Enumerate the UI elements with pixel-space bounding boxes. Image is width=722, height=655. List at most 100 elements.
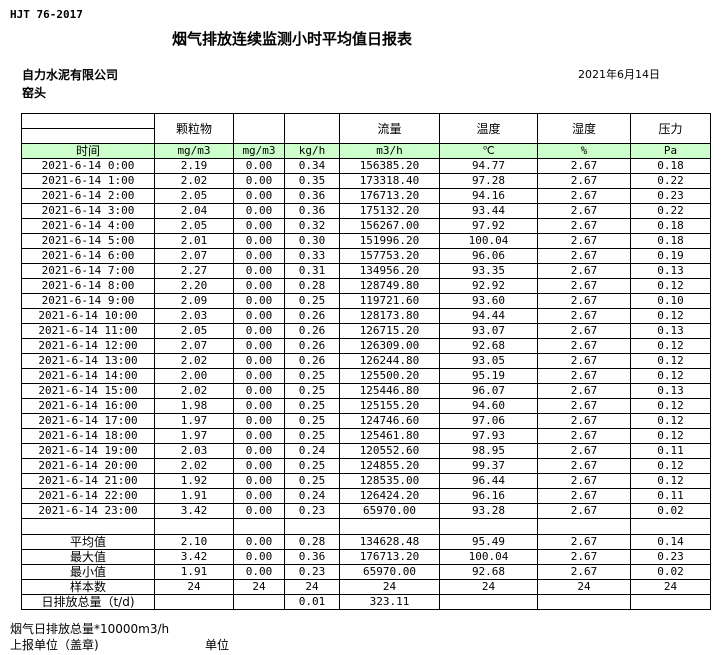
cell: 0.00 [233, 353, 285, 369]
cell: 128173.80 [339, 308, 440, 324]
cell: 2.67 [537, 503, 631, 519]
cell: 126309.00 [339, 338, 440, 354]
cell: 2021-6-14 20:00 [21, 458, 155, 474]
summary-row: 平均值 2.10 0.00 0.28 134628.48 95.49 2.67 0.14 [21, 534, 711, 550]
cell: 0.12 [630, 458, 711, 474]
table-row: 2021-6-14 17:00 1.97 0.00 0.25 124746.60 97.0… [21, 413, 711, 429]
cell: 2.67 [537, 308, 631, 324]
cell: 2021-6-14 21:00 [21, 473, 155, 489]
standard-code: HJT 76-2017 [10, 8, 83, 21]
table-row: 2021-6-14 11:00 2.05 0.00 0.26 126715.20 93.0… [21, 323, 711, 339]
cell [154, 594, 234, 610]
cell: 0.23 [284, 503, 340, 519]
cell: 125461.80 [339, 428, 440, 444]
cell: 0.25 [284, 473, 340, 489]
cell: 0.18 [630, 218, 711, 234]
location: 窑头 [22, 86, 47, 100]
cell: 2021-6-14 23:00 [21, 503, 155, 519]
cell: 97.06 [439, 413, 538, 429]
cell: 0.00 [233, 248, 285, 264]
cell: mg/m3 [233, 143, 285, 159]
table-row: 2021-6-14 15:00 2.02 0.00 0.25 125446.80 96.0… [21, 383, 711, 399]
cell: 126424.20 [339, 488, 440, 504]
cell: 2.27 [154, 263, 234, 279]
cell: 0.18 [630, 158, 711, 174]
cell: 0.00 [233, 549, 285, 565]
cell: 0.28 [284, 278, 340, 294]
cell [537, 594, 631, 610]
cell: 24 [439, 579, 538, 595]
cell: 95.49 [439, 534, 538, 550]
cell: 0.12 [630, 368, 711, 384]
cell: 0.22 [630, 203, 711, 219]
cell: 0.12 [630, 278, 711, 294]
cell: 125155.20 [339, 398, 440, 414]
cell: 156267.00 [339, 218, 440, 234]
cell: 2.67 [537, 458, 631, 474]
cell: 2.01 [154, 233, 234, 249]
cell: 65970.00 [339, 564, 440, 580]
cell: 时间 [21, 143, 155, 159]
cell: ℃ [439, 143, 538, 159]
cell: 压力 [630, 113, 711, 144]
table-row: 2021-6-14 22:00 1.91 0.00 0.24 126424.20 96.1… [21, 488, 711, 504]
table-row: 2021-6-14 2:00 2.05 0.00 0.36 176713.20 94.16… [21, 188, 711, 204]
cell: 0.22 [630, 173, 711, 189]
cell: 0.23 [284, 564, 340, 580]
cell: 0.13 [630, 383, 711, 399]
table-row: 2021-6-14 3:00 2.04 0.00 0.36 175132.20 93.44… [21, 203, 711, 219]
cell: 0.23 [630, 188, 711, 204]
cell: 176713.20 [339, 549, 440, 565]
cell: 92.68 [439, 338, 538, 354]
cell: 0.00 [233, 188, 285, 204]
cell: 0.00 [233, 203, 285, 219]
cell: 2021-6-14 17:00 [21, 413, 155, 429]
cell: 2.67 [537, 368, 631, 384]
cell: 2.67 [537, 293, 631, 309]
table-row: 2021-6-14 23:00 3.42 0.00 0.23 65970.00 93.28… [21, 503, 711, 519]
cell: 0.00 [233, 443, 285, 459]
cell: 97.93 [439, 428, 538, 444]
cell: 2.67 [537, 398, 631, 414]
cell: 65970.00 [339, 503, 440, 519]
cell: 323.11 [339, 594, 440, 610]
cell: 0.02 [630, 503, 711, 519]
cell: 97.28 [439, 173, 538, 189]
cell: 0.31 [284, 263, 340, 279]
company-name: 自力水泥有限公司 [22, 68, 119, 82]
reporting-unit-label: 上报单位（盖章) [10, 638, 99, 652]
cell: 2.05 [154, 323, 234, 339]
cell: 94.44 [439, 308, 538, 324]
cell: 2.04 [154, 203, 234, 219]
cell: 0.24 [284, 488, 340, 504]
table-row: 2021-6-14 19:00 2.03 0.00 0.24 120552.60 98.9… [21, 443, 711, 459]
cell: 0.00 [233, 338, 285, 354]
cell: 0.00 [233, 534, 285, 550]
cell: 0.23 [630, 549, 711, 565]
cell: 2.10 [154, 534, 234, 550]
cell: 93.44 [439, 203, 538, 219]
cell: 2021-6-14 22:00 [21, 488, 155, 504]
cell: 2021-6-14 1:00 [21, 173, 155, 189]
cell [339, 518, 440, 535]
cell: 2.67 [537, 203, 631, 219]
table-row: 2021-6-14 8:00 2.20 0.00 0.28 128749.80 92.92… [21, 278, 711, 294]
cell: 24 [284, 579, 340, 595]
cell: 96.44 [439, 473, 538, 489]
table-row: 2021-6-14 13:00 2.02 0.00 0.26 126244.80 93.0… [21, 353, 711, 369]
table-row: 2021-6-14 14:00 2.00 0.00 0.25 125500.20 95.1… [21, 368, 711, 384]
cell: 2021-6-14 12:00 [21, 338, 155, 354]
cell: 93.28 [439, 503, 538, 519]
cell: 0.18 [630, 233, 711, 249]
cell: 0.12 [630, 398, 711, 414]
cell: 2021-6-14 7:00 [21, 263, 155, 279]
cell: 0.25 [284, 293, 340, 309]
cell: 0.12 [630, 428, 711, 444]
cell: 100.04 [439, 233, 538, 249]
header-split [22, 114, 154, 143]
cell: 0.12 [630, 308, 711, 324]
cell [233, 518, 285, 535]
cell: 0.00 [233, 218, 285, 234]
cell: 0.26 [284, 338, 340, 354]
report-date: 2021年6月14日 [578, 68, 660, 81]
